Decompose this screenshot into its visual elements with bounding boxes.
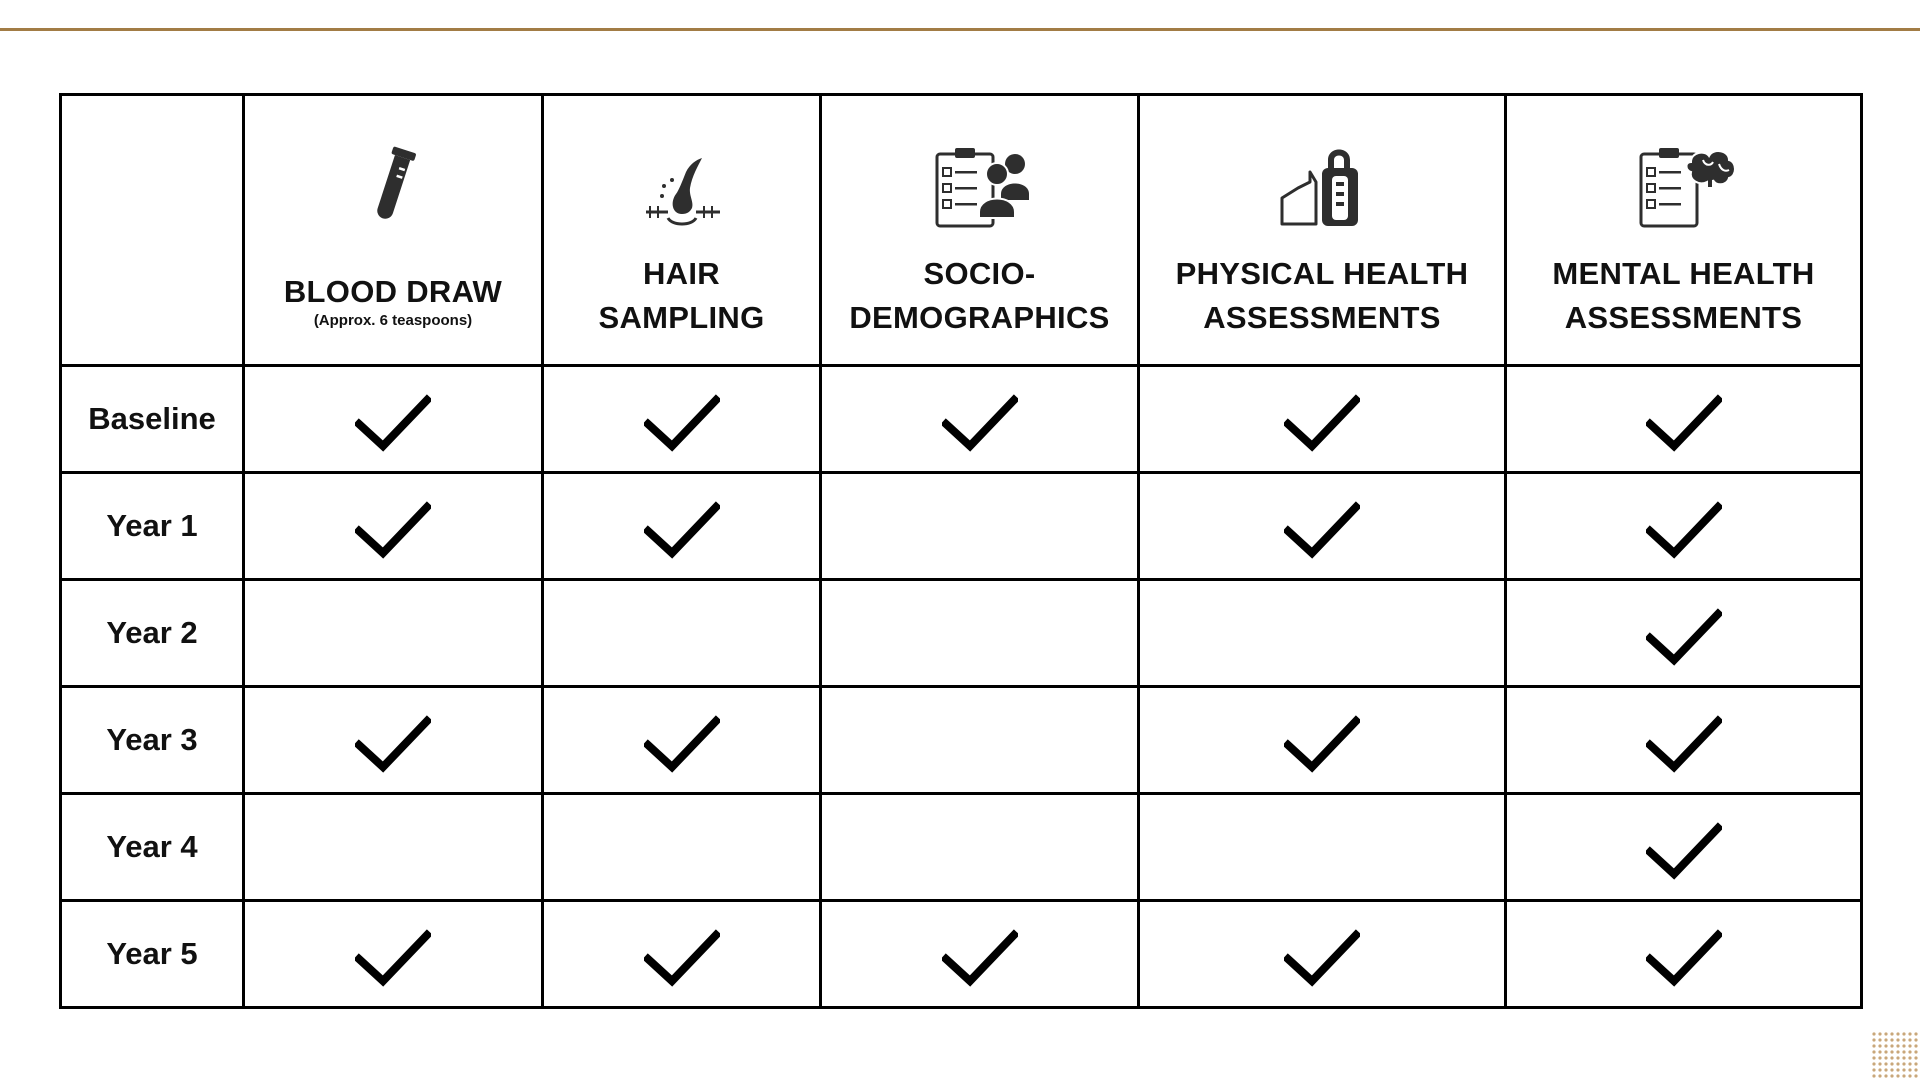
column-title: BLOOD DRAW — [283, 274, 503, 309]
table-row: Year 4 — [59, 792, 1863, 902]
checkmark-icon — [1284, 500, 1360, 559]
schedule-cell — [242, 471, 544, 581]
schedule-cell — [819, 685, 1140, 795]
corner-cell — [59, 93, 245, 367]
schedule-body: Baseline Year 1 Year 2 — [59, 364, 1863, 1009]
schedule-cell — [541, 578, 822, 688]
schedule-cell — [1137, 364, 1507, 474]
decorative-dot-pattern — [1872, 1032, 1918, 1078]
schedule-cell — [1504, 471, 1863, 581]
schedule-cell — [242, 685, 544, 795]
schedule-cell — [819, 899, 1140, 1009]
checkmark-icon — [1645, 821, 1722, 880]
checkmark-icon — [941, 928, 1018, 987]
column-title: PHYSICAL HEALTH ASSESSMENTS — [1175, 256, 1469, 335]
checkmark-icon — [1284, 714, 1360, 773]
schedule-cell — [541, 792, 822, 902]
schedule-cell — [1504, 685, 1863, 795]
checkmark-icon — [355, 928, 431, 987]
table-row: Year 2 — [59, 578, 1863, 688]
schedule-cell — [819, 471, 1140, 581]
table-row: Year 5 — [59, 899, 1863, 1009]
table-row: Year 1 — [59, 471, 1863, 581]
column-header-mental-health: MENTAL HEALTH ASSESSMENTS — [1504, 93, 1863, 367]
schedule-cell — [541, 471, 822, 581]
schedule-cell — [1137, 685, 1507, 795]
schedule-cell — [1137, 792, 1507, 902]
checkmark-icon — [355, 714, 431, 773]
checkmark-icon — [1645, 393, 1722, 452]
checkmark-icon — [355, 500, 431, 559]
schedule-cell — [1504, 364, 1863, 474]
schedule-cell — [1504, 792, 1863, 902]
schedule-cell — [242, 792, 544, 902]
row-label: Year 1 — [59, 471, 245, 581]
schedule-cell — [541, 364, 822, 474]
column-header-blood-draw: BLOOD DRAW (Approx. 6 teaspoons) — [242, 93, 544, 367]
checkmark-icon — [643, 500, 720, 559]
checkmark-icon — [941, 393, 1018, 452]
header-row: BLOOD DRAW (Approx. 6 teaspoons) — [59, 93, 1863, 367]
column-header-socio-demographics: SOCIO- DEMOGRAPHICS — [819, 93, 1140, 367]
checkmark-icon — [1284, 928, 1360, 987]
survey-people-icon — [925, 142, 1035, 232]
schedule-cell — [541, 685, 822, 795]
schedule-cell — [1504, 578, 1863, 688]
row-label: Baseline — [59, 364, 245, 474]
survey-brain-icon — [1629, 142, 1739, 232]
checkmark-icon — [1645, 500, 1722, 559]
checkmark-icon — [1645, 714, 1722, 773]
test-tube-icon — [338, 142, 448, 232]
schedule-cell — [1137, 471, 1507, 581]
column-header-physical-health: PHYSICAL HEALTH ASSESSMENTS — [1137, 93, 1507, 367]
column-title: MENTAL HEALTH ASSESSMENTS — [1552, 256, 1815, 335]
schedule-cell — [242, 899, 544, 1009]
schedule-cell — [1504, 899, 1863, 1009]
row-label: Year 4 — [59, 792, 245, 902]
column-header-hair-sampling: HAIR SAMPLING — [541, 93, 822, 367]
checkmark-icon — [643, 928, 720, 987]
column-note: (Approx. 6 teaspoons) — [313, 312, 473, 329]
checkmark-icon — [643, 393, 720, 452]
schedule-cell — [541, 899, 822, 1009]
row-label: Year 2 — [59, 578, 245, 688]
assessment-schedule-table: BLOOD DRAW (Approx. 6 teaspoons) — [59, 93, 1863, 1009]
table-row: Baseline — [59, 364, 1863, 474]
checkmark-icon — [1645, 607, 1722, 666]
column-title: HAIR SAMPLING — [598, 256, 765, 335]
schedule-cell — [819, 578, 1140, 688]
grip-dynamometer-icon — [1267, 142, 1377, 232]
hair-follicle-icon — [627, 142, 737, 232]
schedule-cell — [819, 792, 1140, 902]
schedule-cell — [242, 578, 544, 688]
schedule-cell — [1137, 899, 1507, 1009]
row-label: Year 3 — [59, 685, 245, 795]
column-title: SOCIO- DEMOGRAPHICS — [849, 256, 1110, 335]
schedule-cell — [819, 364, 1140, 474]
schedule-cell — [242, 364, 544, 474]
top-accent-rule — [0, 28, 1920, 31]
checkmark-icon — [1645, 928, 1722, 987]
checkmark-icon — [1284, 393, 1360, 452]
checkmark-icon — [643, 714, 720, 773]
checkmark-icon — [355, 393, 431, 452]
row-label: Year 5 — [59, 899, 245, 1009]
table-row: Year 3 — [59, 685, 1863, 795]
schedule-cell — [1137, 578, 1507, 688]
